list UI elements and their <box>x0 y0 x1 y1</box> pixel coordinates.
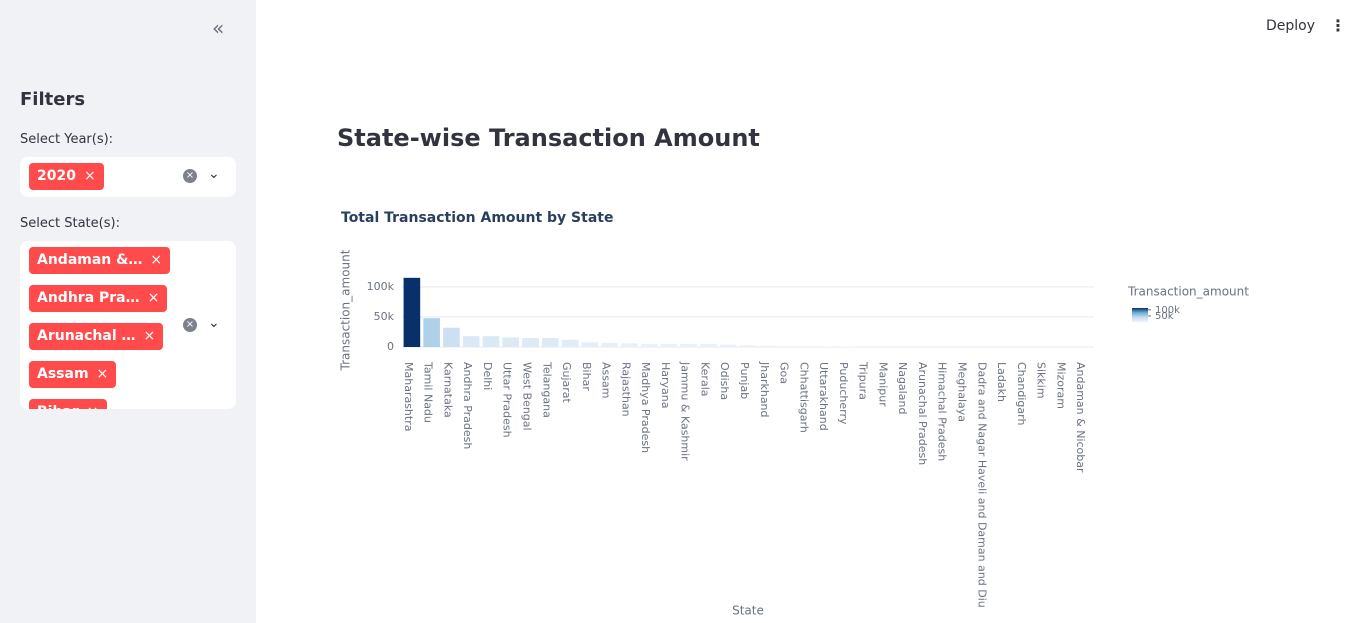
x-tick-label: Andaman & Nicobar <box>1074 362 1087 473</box>
bar <box>799 346 816 347</box>
bar <box>640 343 658 347</box>
colorbar <box>1132 308 1148 322</box>
x-tick-label: Manipur <box>876 362 889 407</box>
x-tick-label: Bihar <box>580 362 593 391</box>
bar <box>700 343 717 347</box>
x-tick-label: Andhra Pradesh <box>461 362 474 449</box>
x-tick-label: Kerala <box>698 362 711 397</box>
bar <box>660 343 678 347</box>
bar <box>739 345 757 347</box>
colorbar-tick-label: 50k <box>1155 311 1174 322</box>
state-tag[interactable]: Andaman &… × <box>29 247 171 274</box>
dropdown-icon[interactable]: ⌄ <box>208 315 220 331</box>
x-tick-label: Dadra and Nagar Haveli and Daman and Diu <box>975 362 988 608</box>
x-tick-label: Mizoram <box>1054 362 1067 409</box>
y-tick-label: 0 <box>387 340 394 353</box>
y-tick-label: 50k <box>374 310 395 323</box>
deploy-button[interactable]: Deploy <box>1266 18 1316 34</box>
bar <box>482 336 500 347</box>
bar <box>541 337 559 347</box>
state-tag[interactable]: Arunachal … × <box>29 323 164 350</box>
bar <box>621 343 638 347</box>
x-tick-label: Madhya Pradesh <box>639 362 652 453</box>
x-tick-label: Tamil Nadu <box>422 361 435 423</box>
x-tick-label: Gujarat <box>560 362 573 404</box>
page-title: State-wise Transaction Amount <box>337 124 760 152</box>
x-tick-label: Haryana <box>659 362 672 409</box>
clear-icon[interactable]: × <box>183 169 197 183</box>
chart-title: Total Transaction Amount by State <box>341 210 613 226</box>
state-tag-text: Arunachal … <box>37 328 136 344</box>
year-select[interactable]: 2020 × × ⌄ <box>20 157 236 197</box>
state-tag[interactable]: Andhra Pra… × <box>29 285 168 312</box>
y-tick-label: 100k <box>367 280 395 293</box>
x-tick-label: Puducherry <box>837 362 850 425</box>
state-tag-text: Andaman &… <box>37 252 143 268</box>
bar <box>779 346 796 347</box>
bar <box>522 337 539 347</box>
x-tick-label: Uttar Pradesh <box>501 362 514 438</box>
bar <box>601 342 618 347</box>
x-tick-label: Uttarakhand <box>817 362 830 431</box>
bar <box>443 327 460 347</box>
colorbar-title: Transaction_amount <box>1127 285 1249 299</box>
x-tick-label: Rajasthan <box>619 362 632 417</box>
bar <box>423 318 440 347</box>
bar <box>561 339 579 347</box>
x-tick-label: West Bengal <box>521 362 534 431</box>
x-tick-label: Assam <box>600 362 613 398</box>
chart: Total Transaction Amount by State State … <box>339 210 1250 618</box>
x-tick-label: Nagaland <box>896 362 909 414</box>
bar <box>680 343 697 347</box>
menu-button[interactable]: ⋮ <box>1330 16 1346 35</box>
state-tag[interactable]: Bihar× <box>29 399 107 409</box>
x-tick-label: Karnataka <box>441 362 454 418</box>
x-tick-label: Goa <box>778 362 791 384</box>
colorbar-tick-label: 100k <box>1155 305 1180 316</box>
clear-icon[interactable]: × <box>183 318 197 332</box>
year-tag[interactable]: 2020 × <box>29 163 104 190</box>
x-tick-label: Arunachal Pradesh <box>916 362 929 465</box>
state-tag-text: Andhra Pra… <box>37 290 140 306</box>
x-tick-label: Sikkim <box>1035 362 1048 399</box>
x-tick-label: Chandigarh <box>1015 362 1028 425</box>
x-tick-label: Jharkhand <box>758 361 771 418</box>
sidebar-heading: Filters <box>20 89 86 110</box>
x-tick-label: Meghalaya <box>955 362 968 422</box>
x-tick-label: Delhi <box>481 362 494 390</box>
x-tick-label: Ladakh <box>995 362 1008 402</box>
x-tick-label: Punjab <box>738 362 751 399</box>
state-select[interactable]: Andaman &… × Andhra Pra… × Arunachal … × As… <box>20 241 236 409</box>
x-axis-title: State <box>732 604 764 618</box>
bar <box>719 344 737 347</box>
x-tick-label: Himachal Pradesh <box>936 362 949 461</box>
x-tick-label: Jammu & Kashmir <box>679 361 692 461</box>
bar <box>581 342 599 347</box>
year-label: Select Year(s): <box>20 132 114 147</box>
state-tag[interactable]: Assam × <box>29 361 117 388</box>
dropdown-icon[interactable]: ⌄ <box>208 166 220 182</box>
state-tag-text: Assam <box>37 366 89 382</box>
state-tag-text: Bihar <box>37 404 79 409</box>
bar <box>502 337 520 347</box>
x-tick-label: Maharashtra <box>402 362 415 432</box>
y-axis-title: Transaction_amount <box>339 249 353 371</box>
sidebar: « Filters Select Year(s): 2020 × × ⌄ Sele… <box>0 0 256 623</box>
x-tick-label: Telangana <box>540 361 553 418</box>
state-label: Select State(s): <box>20 216 120 231</box>
x-tick-label: Odisha <box>718 362 731 400</box>
year-tag-text: 2020 <box>37 168 76 184</box>
x-tick-label: Tripura <box>857 361 870 400</box>
bar <box>403 277 421 347</box>
x-tick-label: Chhattisgarh <box>797 362 810 433</box>
bar <box>462 336 480 347</box>
bar <box>759 345 777 347</box>
collapse-button[interactable]: « <box>212 16 225 40</box>
